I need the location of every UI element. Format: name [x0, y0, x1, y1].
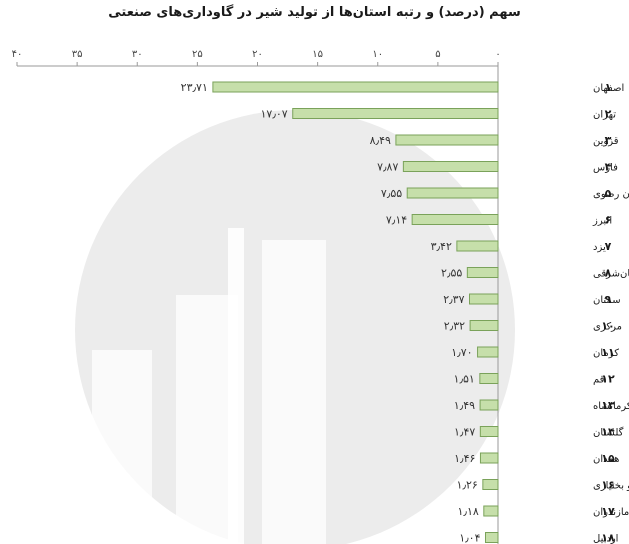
x-tick-label: ۵	[435, 49, 440, 60]
category-label: خراسان رضوی	[593, 189, 629, 200]
category-label: اصفهان	[593, 83, 624, 94]
data-label: ۸٫۴۹	[370, 134, 391, 147]
watermark-column-1	[92, 350, 152, 544]
chart-title: سهم (درصد) و رتبه استان‌ها از تولید شیر …	[108, 5, 521, 20]
category-label: کرمان	[593, 348, 619, 359]
data-label: ۱٫۰۴	[459, 532, 480, 544]
data-label: ۷٫۵۵	[381, 187, 402, 200]
data-label: ۷٫۸۷	[377, 161, 398, 174]
category-label: تهران	[593, 110, 616, 121]
category-label: مرکزی	[593, 322, 622, 333]
bar	[456, 240, 499, 252]
category-label: مازندران	[593, 507, 629, 518]
rank-label: ۱	[605, 81, 612, 94]
category-label: قم	[593, 375, 605, 386]
bar	[483, 505, 499, 517]
category-label: فارس	[593, 163, 618, 174]
watermark-stripe	[228, 228, 244, 544]
rank-label: ۱۶	[601, 479, 614, 492]
x-tick-label: ۲۰	[252, 49, 263, 60]
bar	[479, 373, 499, 384]
category-label: گلستان	[593, 427, 624, 439]
bar	[477, 346, 499, 358]
rank-label: ۳	[605, 134, 612, 147]
bar	[466, 267, 499, 278]
rank-label: ۹	[605, 293, 612, 306]
bar	[402, 161, 499, 172]
bar	[395, 134, 499, 146]
data-label: ۱٫۴۶	[454, 452, 475, 465]
x-axis: ۰ ۵ ۱۰ ۱۵ ۲۰ ۲۵ ۳۰ ۳۵ ۴۰	[12, 49, 501, 544]
rank-label: ۱۲	[601, 373, 615, 386]
data-label: ۲۳٫۷۱	[181, 81, 208, 94]
x-tick-label: ۰	[495, 49, 500, 60]
data-label: ۲٫۳۲	[444, 320, 465, 333]
x-tick-label: ۲۵	[192, 49, 203, 60]
rank-label: ۱۵	[601, 452, 615, 465]
rank-label: ۷	[605, 240, 612, 253]
category-label: سمنان	[593, 295, 621, 306]
rank-label: ۶	[605, 214, 612, 227]
bar	[469, 320, 499, 331]
category-label: البرز	[592, 216, 612, 227]
rank-label: ۱۷	[601, 505, 615, 518]
bar	[406, 187, 499, 199]
watermark-column-3	[262, 240, 326, 544]
data-label: ۱۷٫۰۷	[261, 108, 288, 121]
bar	[479, 452, 499, 464]
rank-label: ۱۸	[601, 532, 615, 544]
bar	[482, 479, 499, 490]
rank-label: ۴	[605, 161, 612, 174]
data-label: ۲٫۳۷	[443, 293, 464, 306]
bar	[292, 108, 499, 119]
bar	[479, 426, 499, 437]
bar	[469, 293, 499, 305]
x-tick-label: ۱۰	[372, 49, 383, 60]
data-label: ۲٫۵۵	[441, 267, 462, 280]
category-label: چهارمحال و بختیاری	[593, 481, 629, 492]
data-label: ۱٫۵۱	[454, 373, 475, 386]
category-label: قزوین	[593, 136, 619, 147]
rank-label: ۱۳	[601, 399, 615, 412]
rank-label: ۲	[605, 108, 612, 121]
x-tick-label: ۳۰	[132, 49, 143, 60]
category-label: همدان	[593, 454, 619, 465]
category-label: یزد	[593, 242, 606, 253]
bar	[479, 399, 499, 411]
bar	[212, 81, 499, 93]
x-tick-label: ۱۵	[312, 49, 323, 60]
data-label: ۷٫۱۴	[386, 214, 407, 227]
x-tick-label: ۳۵	[72, 49, 83, 60]
data-label: ۱٫۷۰	[451, 346, 472, 359]
rank-label: ۵	[605, 187, 612, 200]
watermark-column-2	[176, 295, 238, 544]
data-label: ۳٫۴۲	[431, 240, 452, 253]
category-label: کرمانشاه	[593, 401, 629, 412]
x-tick-label: ۴۰	[12, 49, 23, 60]
data-label: ۱٫۲۶	[457, 479, 478, 492]
watermark-logo	[75, 110, 515, 544]
bar	[484, 532, 499, 543]
data-label: ۱٫۱۸	[458, 505, 479, 518]
rank-label: ۱۱	[601, 346, 614, 359]
category-label: آذربایجان‌شرقی	[593, 267, 629, 280]
rank-label: ۸	[605, 267, 612, 280]
bar	[411, 214, 499, 225]
rank-label: ۱۰	[601, 320, 614, 333]
category-label: اردبیل	[593, 534, 618, 544]
rank-label: ۱۴	[601, 426, 615, 439]
data-label: ۱٫۴۹	[454, 399, 475, 412]
data-label: ۱٫۴۷	[454, 426, 475, 439]
